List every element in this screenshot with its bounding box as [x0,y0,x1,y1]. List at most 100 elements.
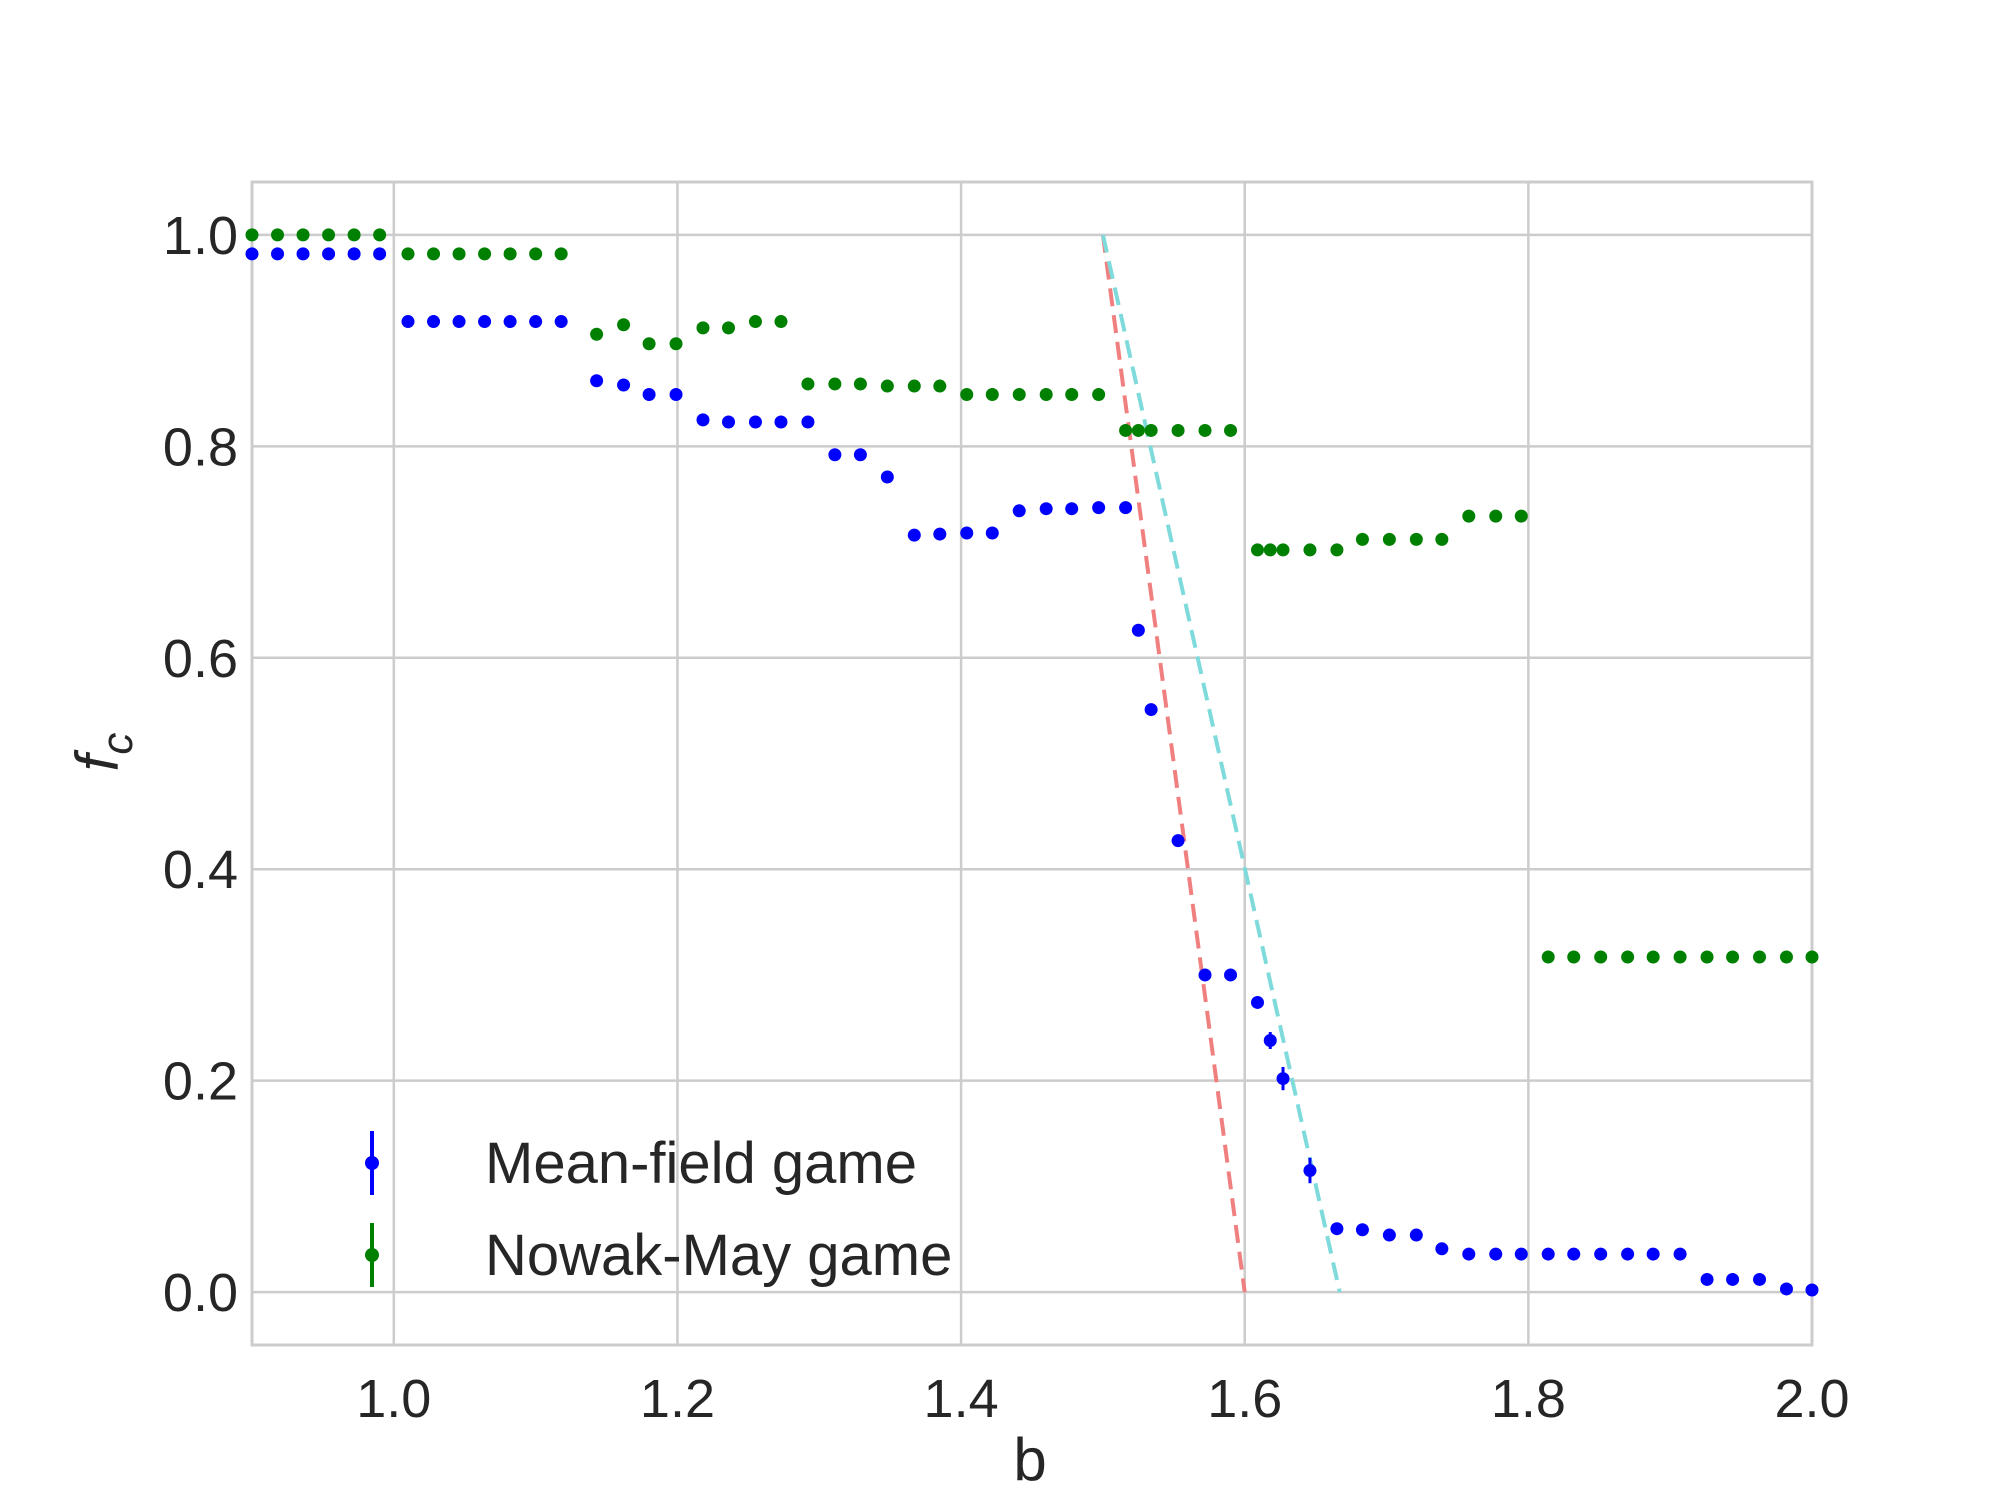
data-point [880,379,894,393]
data-point [1224,968,1238,982]
data-point [669,388,683,402]
data-point [1303,543,1317,557]
data-point [1646,1247,1660,1261]
data-point [1250,995,1264,1009]
data-point [271,247,285,261]
data-point [1462,1247,1476,1261]
legend-label: Mean-field game [485,1131,917,1196]
data-point [774,415,788,429]
data-point [1303,1164,1317,1178]
data-point [1489,509,1503,523]
x-tick-label: 1.0 [356,1369,431,1429]
data-point [1039,388,1053,402]
y-axis-label-subscript: c [93,733,142,755]
data-point [642,388,656,402]
y-axis-label-main: f [64,749,131,771]
data-point [1673,950,1687,964]
data-point [503,315,517,329]
data-point [1435,1242,1449,1256]
x-tick-label: 1.6 [1207,1369,1282,1429]
data-point [1119,423,1133,437]
reference-lines [1100,234,1342,1293]
data-point [985,526,999,540]
data-point [1594,950,1608,964]
data-point [322,228,336,242]
data-point [1119,501,1133,515]
data-point [1462,509,1476,523]
y-tick-label: 0.0 [163,1263,238,1323]
data-point [617,378,631,392]
data-point [960,388,974,402]
data-point [1263,1034,1277,1048]
data-point [1330,1222,1344,1236]
data-point [373,247,387,261]
data-point [1673,1247,1687,1261]
data-point [1753,1272,1767,1286]
data-point [722,415,736,429]
data-point [880,470,894,484]
data-point [245,247,259,261]
data-point [960,526,974,540]
data-point [1355,532,1369,546]
data-point [1514,509,1528,523]
data-point [1276,543,1290,557]
data-point [1355,1223,1369,1237]
data-point [1012,504,1026,518]
data-point [1700,1272,1714,1286]
y-axis-label: fc [64,733,142,772]
data-point [1621,950,1635,964]
data-point [1409,532,1423,546]
data-point [828,377,842,391]
data-point [1039,502,1053,516]
data-point [1092,388,1106,402]
x-tick-labels: 1.0 1.2 1.4 1.6 1.8 2.0 [356,1369,1849,1429]
y-tick-label: 0.2 [163,1052,238,1112]
data-point [1382,532,1396,546]
data-point [1065,502,1079,516]
data-point [1779,950,1793,964]
data-point [1594,1247,1608,1261]
data-point [452,247,466,261]
x-tick-label: 2.0 [1774,1369,1849,1429]
data-point [696,321,710,335]
plot-frame [250,180,1814,1347]
data-point [1567,950,1581,964]
data-point [722,321,736,335]
data-point [347,247,361,261]
x-tick-label: 1.2 [640,1369,715,1429]
data-point [1131,623,1145,637]
data-point [1779,1282,1793,1296]
legend-marker-dot [365,1248,379,1262]
data-point [1435,532,1449,546]
data-point [801,415,815,429]
data-point [1646,950,1660,964]
data-point [271,228,285,242]
data-point [1144,423,1158,437]
data-point [1092,501,1106,515]
data-point [617,318,631,332]
data-point [1224,423,1238,437]
data-point [774,315,788,329]
data-point [452,315,466,329]
legend-entry: Mean-field game [365,1131,917,1196]
data-points [245,228,1819,1297]
data-point [401,315,415,329]
y-tick-label: 0.4 [163,840,238,900]
data-point [245,228,259,242]
data-point [1805,1283,1819,1297]
data-point [1330,543,1344,557]
data-point [669,337,683,351]
data-point [1726,1272,1740,1286]
data-point [1409,1228,1423,1242]
data-point [907,379,921,393]
data-point [1171,834,1185,848]
x-tick-label: 1.4 [924,1369,999,1429]
data-point [347,228,361,242]
data-point [1753,950,1767,964]
data-point [1567,1247,1581,1261]
reference-line [1100,234,1247,1293]
data-point [642,337,656,351]
legend: Mean-field game Nowak-May game [365,1131,952,1288]
